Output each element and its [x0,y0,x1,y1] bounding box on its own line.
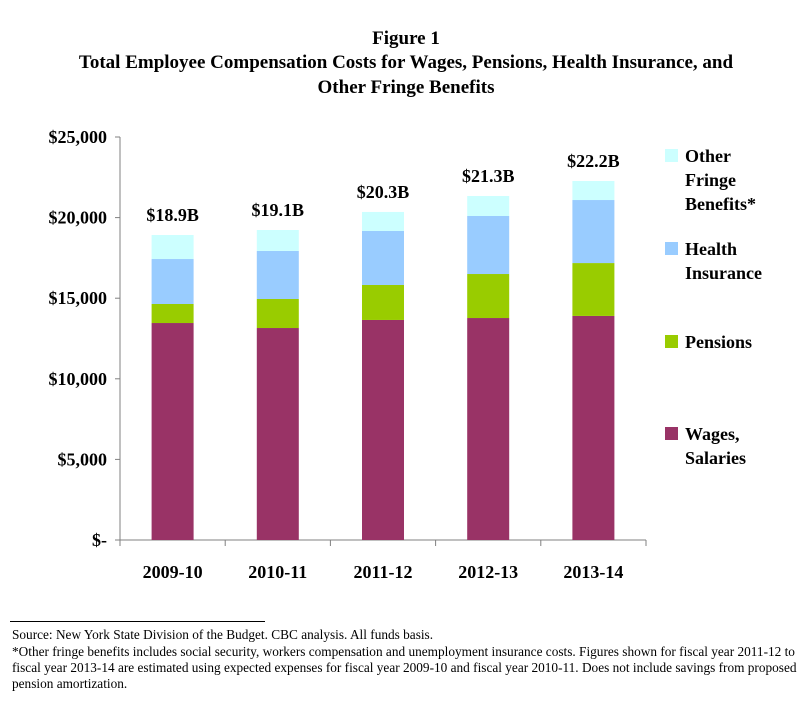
y-tick-label: $10,000 [49,369,108,389]
legend-label: Other [685,146,731,166]
legend-swatch [665,335,678,348]
total-label: $19.1B [252,200,305,220]
bar-segment-other-fringe-benefits--2011-12 [362,211,404,231]
total-label: $20.3B [357,182,410,202]
bar-segment-health-insurance-2012-13 [467,215,510,275]
bar-segment-pensions-2010-11 [256,299,299,329]
bar-segment-other-fringe-benefits--2012-13 [467,195,510,216]
legend-swatch [665,242,678,255]
total-label: $18.9B [146,205,199,225]
bar-segment-health-insurance-2011-12 [362,230,404,285]
x-tick-label: 2013-14 [563,562,623,582]
x-tick-label: 2012-13 [458,562,518,582]
bar-segment-other-fringe-benefits--2010-11 [256,230,299,251]
legend-swatch [665,427,678,440]
x-tick-label: 2011-12 [353,562,412,582]
bar-segment-wages-salaries-2011-12 [362,319,404,540]
bar-segment-wages-salaries-2013-14 [572,315,615,540]
footnote-divider [10,621,265,622]
legend-swatch [665,149,678,162]
bar-segment-health-insurance-2010-11 [256,250,299,300]
bar-segment-pensions-2011-12 [362,284,404,320]
legend-label: Fringe [685,170,736,190]
legend-label: Health [685,239,737,259]
chart-title-line2: Other Fringe Benefits [317,77,495,98]
bar-segment-wages-salaries-2012-13 [467,318,510,540]
bar-segment-health-insurance-2013-14 [572,200,615,264]
total-label: $22.2B [567,151,620,171]
stacked-bar-chart: $- $5,000 $10,000 $15,000 $20,000 $25,000 $18.… [49,127,763,582]
legend-label: Wages, [685,424,740,444]
bar-segment-pensions-2013-14 [572,263,615,316]
bar-segment-wages-salaries-2009-10 [151,323,194,540]
footnote: *Other fringe benefits includes social s… [12,644,797,691]
bar-segment-health-insurance-2009-10 [151,259,194,305]
y-tick-label: $25,000 [49,127,108,147]
bar-segment-wages-salaries-2010-11 [256,328,299,540]
bar-segment-pensions-2009-10 [151,304,194,324]
bar-segment-other-fringe-benefits--2013-14 [572,181,615,201]
y-tick-label: $- [92,530,107,550]
bar-segment-other-fringe-benefits--2009-10 [151,235,194,260]
total-label: $21.3B [462,166,515,186]
bar-segment-pensions-2012-13 [467,274,510,319]
x-tick-label: 2010-11 [248,562,307,582]
legend-label: Benefits* [685,194,756,214]
chart-title-line1: Total Employee Compensation Costs for Wa… [78,52,734,73]
figure-label: Figure 1 [372,28,440,49]
legend-label: Salaries [685,448,746,468]
source-note: Source: New York State Division of the B… [12,627,434,642]
legend-label: Insurance [685,263,762,283]
legend-label: Pensions [685,332,752,352]
y-tick-label: $20,000 [49,208,108,228]
y-tick-label: $15,000 [49,288,108,308]
y-tick-label: $5,000 [58,449,108,469]
x-tick-label: 2009-10 [143,562,203,582]
